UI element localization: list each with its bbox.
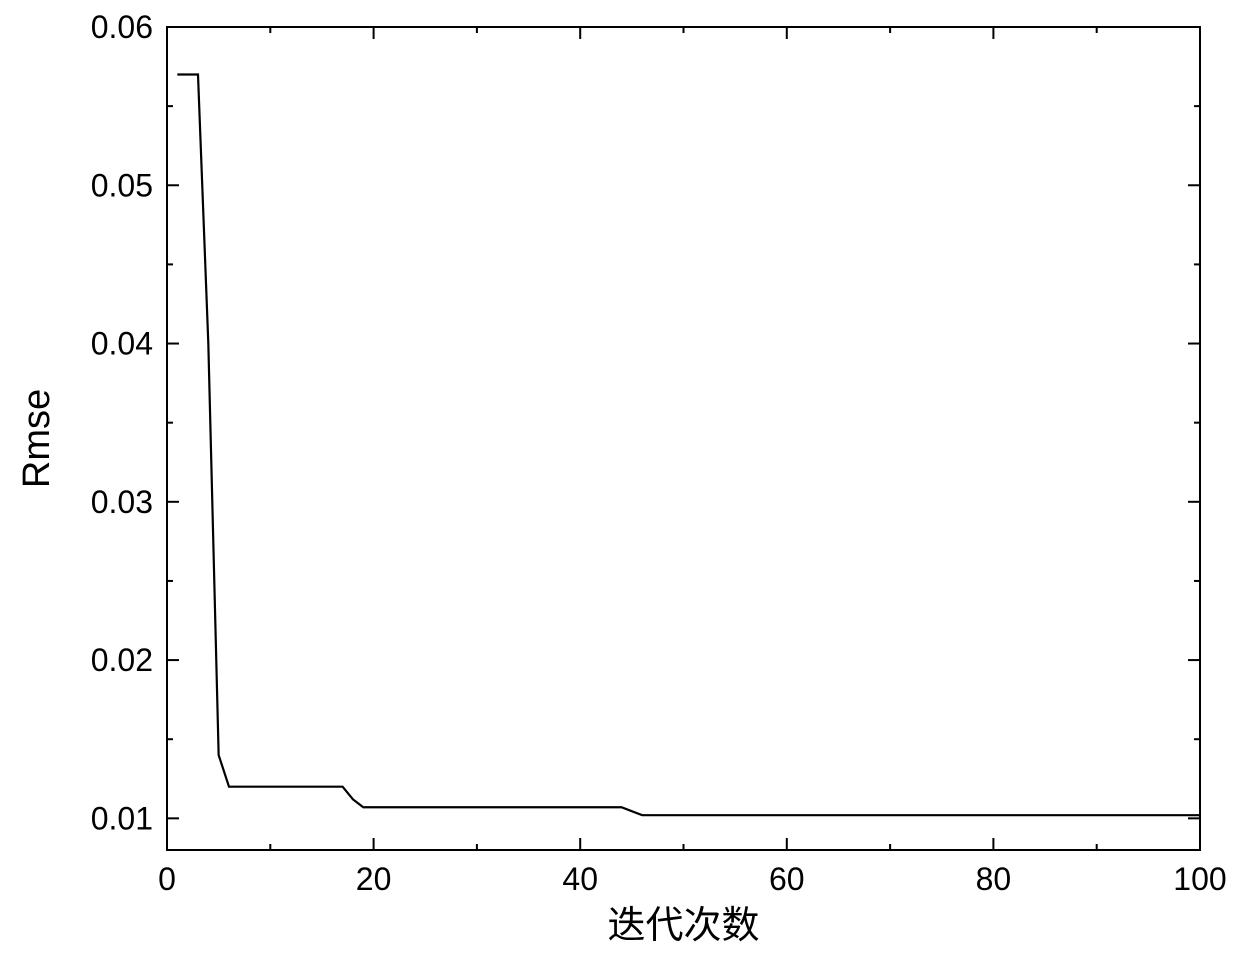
x-tick-label: 40 bbox=[562, 861, 598, 897]
y-tick-label: 0.06 bbox=[91, 9, 153, 45]
y-tick-label: 0.05 bbox=[91, 167, 153, 203]
y-tick-label: 0.04 bbox=[91, 326, 153, 362]
x-tick-label: 60 bbox=[769, 861, 805, 897]
x-tick-label: 20 bbox=[356, 861, 392, 897]
y-tick-label: 0.01 bbox=[91, 800, 153, 836]
x-axis-label: 迭代次数 bbox=[607, 905, 759, 947]
chart-background bbox=[0, 0, 1240, 969]
y-tick-label: 0.03 bbox=[91, 484, 153, 520]
x-tick-label: 80 bbox=[976, 861, 1012, 897]
chart-svg: 0 20 40 60 80 100 0.01 0.02 0.03 0.04 0.05 0.06 迭代次数… bbox=[0, 0, 1240, 969]
x-tick-label: 0 bbox=[158, 861, 176, 897]
x-tick-label: 100 bbox=[1173, 861, 1226, 897]
y-axis-label: Rmse bbox=[16, 389, 58, 488]
y-tick-label: 0.02 bbox=[91, 642, 153, 678]
rmse-convergence-chart: 0 20 40 60 80 100 0.01 0.02 0.03 0.04 0.05 0.06 迭代次数… bbox=[0, 0, 1240, 969]
